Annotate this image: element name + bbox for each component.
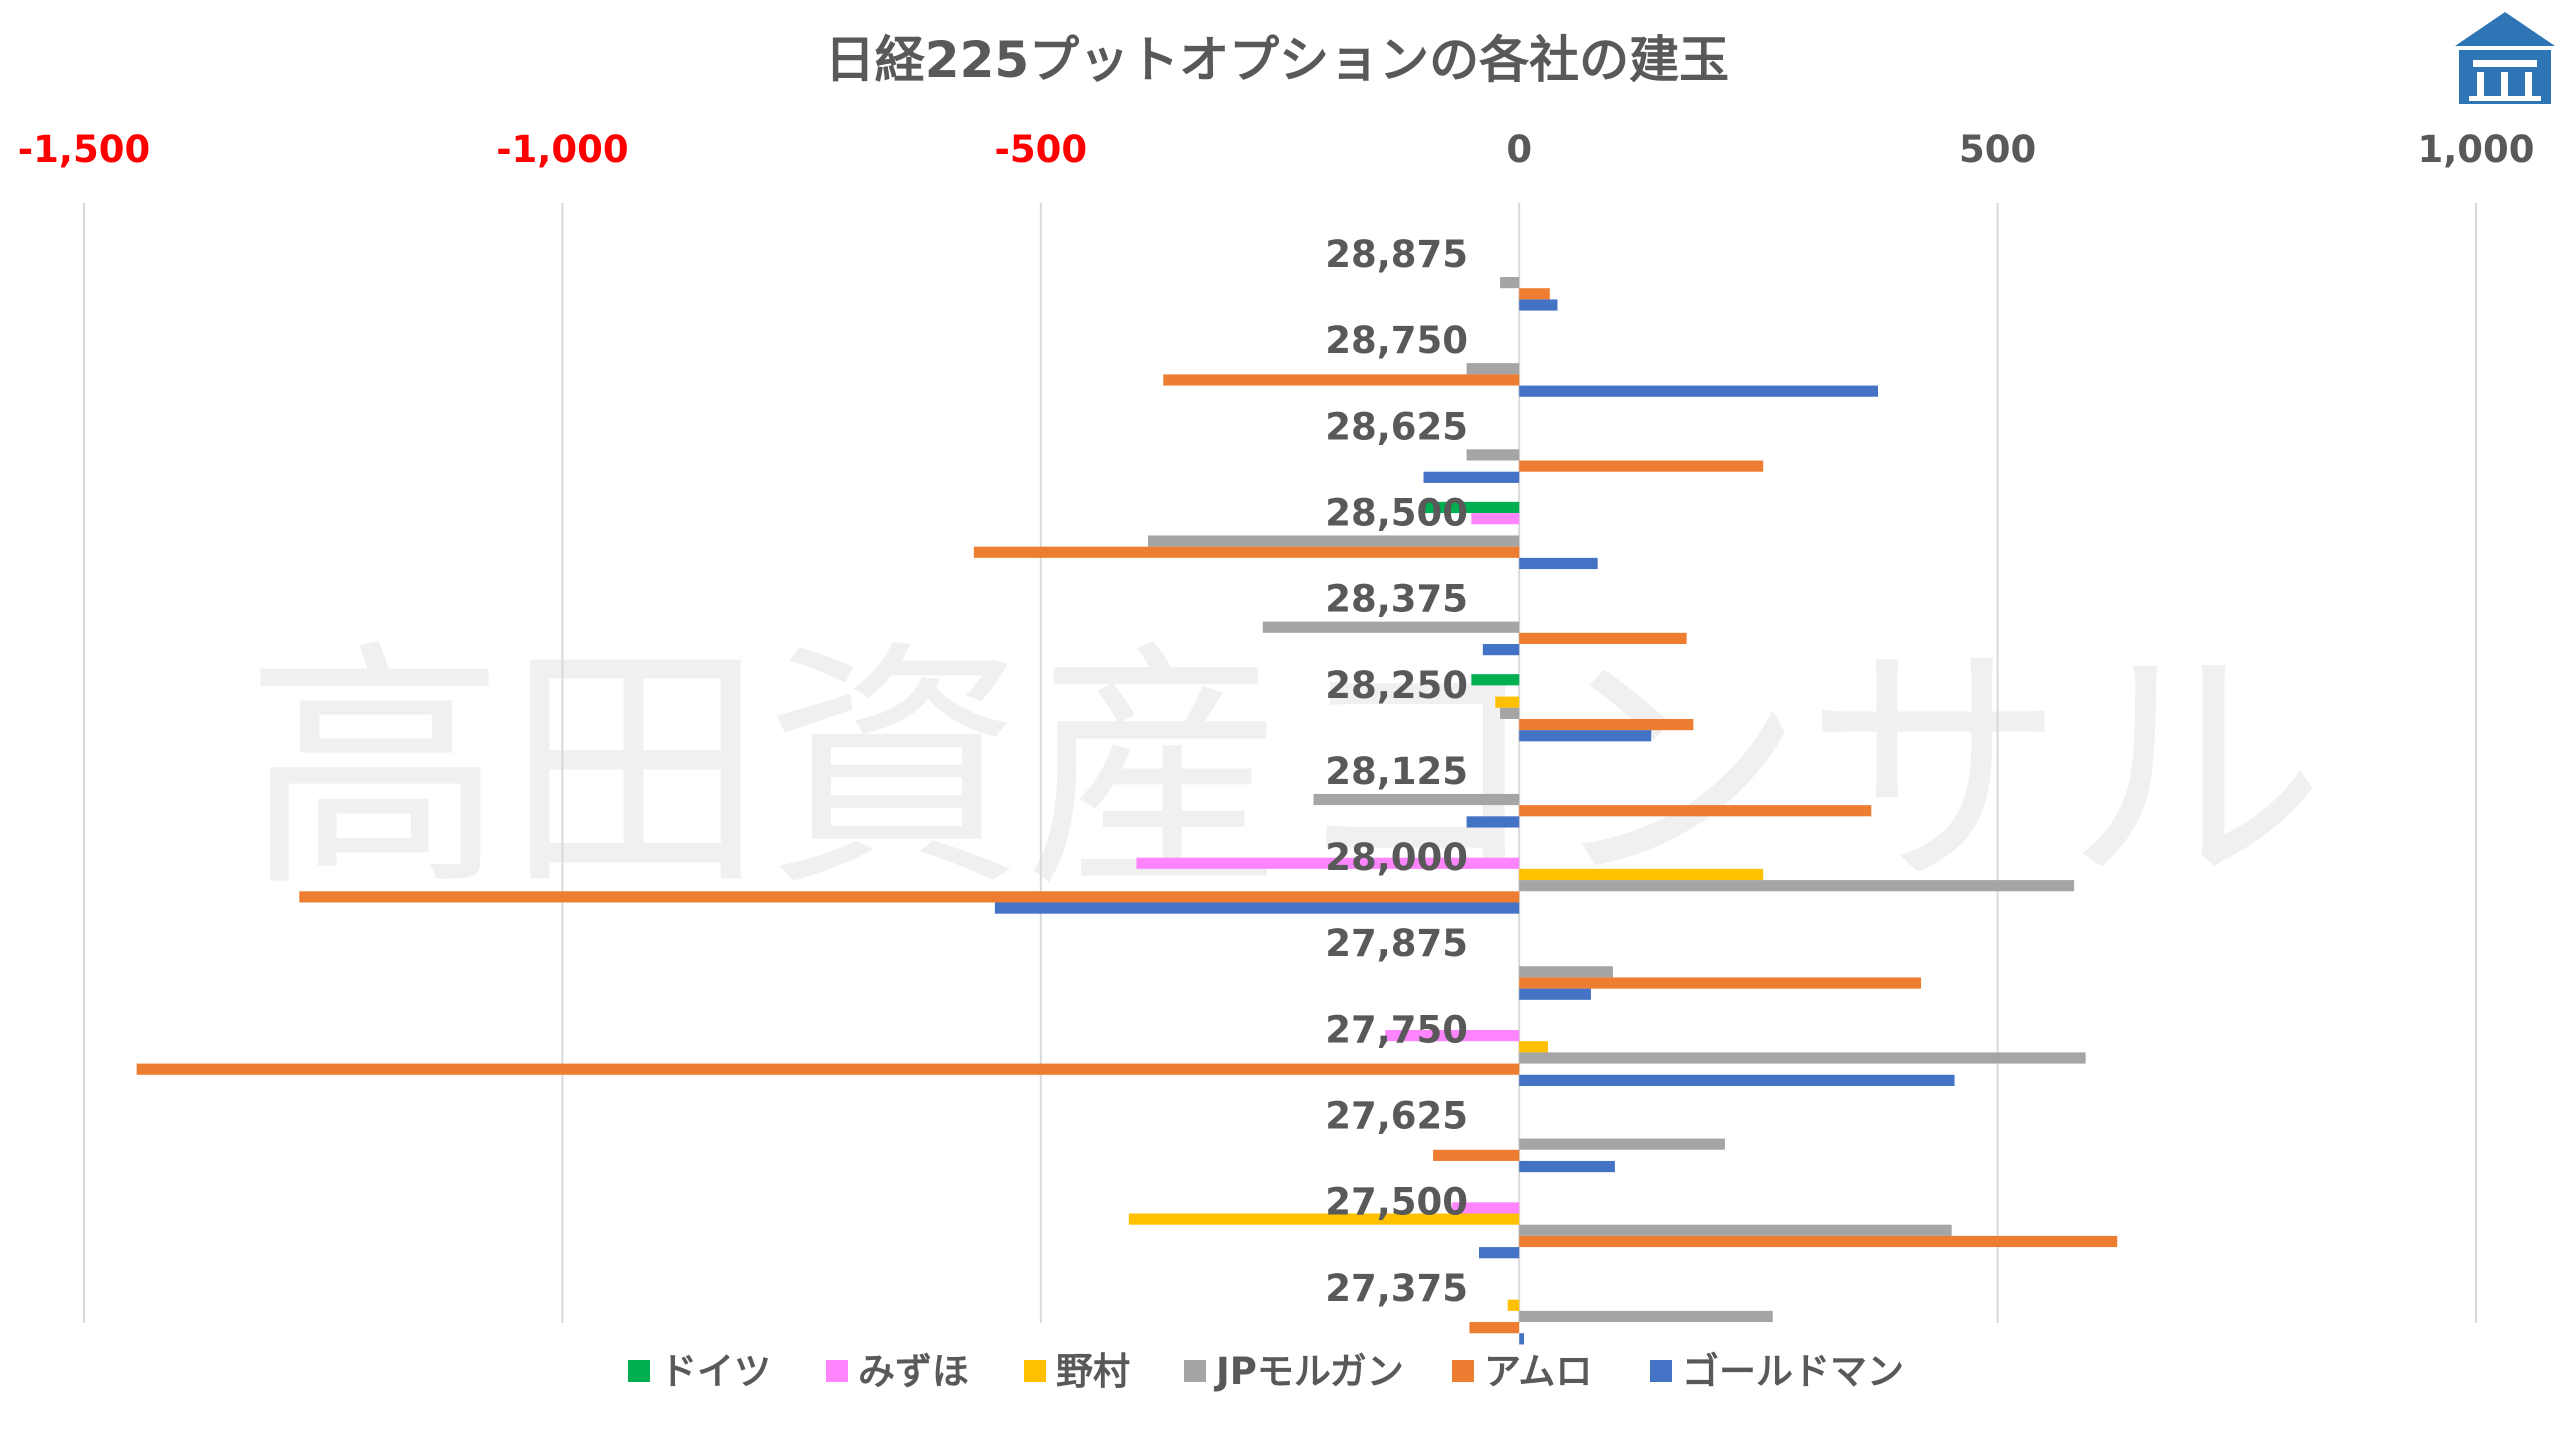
bar bbox=[1519, 557, 1598, 570]
bar bbox=[1519, 632, 1687, 645]
category-label: 27,375 bbox=[1325, 1267, 1468, 1310]
bar bbox=[1507, 1299, 1520, 1311]
bar bbox=[1466, 816, 1520, 828]
bar bbox=[1385, 1029, 1520, 1042]
legend-label: ゴールドマン bbox=[1682, 1350, 1904, 1393]
bar bbox=[1479, 1247, 1520, 1259]
bar bbox=[136, 1063, 1520, 1075]
bar bbox=[1519, 966, 1613, 978]
bar bbox=[1519, 988, 1591, 1000]
category-label: 27,500 bbox=[1325, 1181, 1468, 1224]
bar bbox=[1519, 805, 1872, 817]
bar bbox=[1466, 363, 1520, 375]
bar bbox=[1519, 1074, 1955, 1086]
bar bbox=[1519, 1052, 2086, 1064]
legend-swatch bbox=[826, 1360, 848, 1382]
x-axis-tick-labels: -1,500 -1,000 -500 0 500 1,000 bbox=[18, 128, 2535, 171]
legend-label: 野村 bbox=[1056, 1350, 1130, 1393]
legend-label: アムロ bbox=[1484, 1350, 1592, 1393]
house-logo-icon bbox=[2455, 12, 2555, 104]
category-label: 28,750 bbox=[1325, 319, 1468, 362]
bar bbox=[1519, 460, 1764, 472]
bar bbox=[1519, 1235, 2118, 1248]
x-tick-label: -1,500 bbox=[18, 128, 150, 171]
x-tick-label: 1,000 bbox=[2417, 128, 2534, 171]
bar bbox=[1519, 977, 1922, 989]
x-tick-label: -500 bbox=[995, 128, 1088, 171]
legend-label: みずほ bbox=[858, 1350, 969, 1393]
category-label: 27,875 bbox=[1325, 922, 1468, 965]
bar bbox=[1519, 1310, 1773, 1323]
legend-swatch bbox=[1024, 1360, 1046, 1382]
bar bbox=[1466, 449, 1520, 461]
bar bbox=[1519, 1224, 1952, 1236]
bar bbox=[1452, 1202, 1520, 1214]
category-label: 28,375 bbox=[1325, 578, 1468, 621]
bar bbox=[1519, 288, 1550, 300]
category-label: 28,875 bbox=[1325, 233, 1468, 276]
category-label: 27,625 bbox=[1325, 1095, 1468, 1138]
legend-label: JPモルガン bbox=[1213, 1350, 1404, 1393]
bar bbox=[1471, 513, 1520, 525]
bar bbox=[973, 546, 1520, 558]
bar bbox=[1519, 868, 1764, 881]
bar bbox=[1262, 621, 1520, 633]
bar bbox=[1519, 299, 1558, 311]
bar bbox=[1163, 374, 1520, 386]
bar bbox=[1469, 1322, 1520, 1334]
bar bbox=[1313, 793, 1520, 806]
bar bbox=[1519, 1160, 1615, 1173]
bar bbox=[299, 891, 1520, 903]
bar bbox=[1519, 1041, 1548, 1053]
category-label: 28,000 bbox=[1325, 836, 1468, 879]
bar bbox=[1519, 385, 1878, 397]
legend-swatch bbox=[1650, 1360, 1672, 1382]
bar bbox=[1147, 535, 1520, 547]
bars bbox=[136, 277, 2118, 1345]
bar bbox=[1519, 730, 1652, 742]
legend: ドイツ みずほ 野村 JPモルガン アムロ ゴールドマン bbox=[628, 1350, 1904, 1393]
legend-swatch bbox=[1452, 1360, 1474, 1382]
legend-swatch bbox=[1184, 1360, 1206, 1382]
bar bbox=[994, 902, 1520, 914]
bar bbox=[1500, 277, 1520, 289]
bar bbox=[1423, 501, 1520, 514]
bar bbox=[1519, 718, 1694, 731]
watermark: 高田資産コンサル bbox=[245, 620, 2325, 922]
bar bbox=[1519, 880, 2075, 892]
x-tick-label: 0 bbox=[1506, 128, 1532, 171]
legend-label: ドイツ bbox=[660, 1350, 771, 1393]
bar bbox=[1500, 707, 1520, 719]
bar bbox=[1519, 1333, 1524, 1345]
bar bbox=[1423, 471, 1520, 483]
category-label: 28,250 bbox=[1325, 664, 1468, 707]
category-label: 28,500 bbox=[1325, 491, 1468, 534]
bar bbox=[1128, 1213, 1520, 1225]
legend-swatch bbox=[628, 1360, 650, 1382]
category-label: 28,125 bbox=[1325, 750, 1468, 793]
chart-title: 日経225プットオプションの各社の建玉 bbox=[825, 31, 1729, 89]
bar bbox=[1136, 857, 1520, 869]
bar bbox=[1519, 1138, 1725, 1150]
bar bbox=[1433, 1149, 1520, 1161]
bar bbox=[1471, 674, 1520, 686]
x-tick-label: 500 bbox=[1959, 128, 2036, 171]
x-tick-label: -1,000 bbox=[496, 128, 628, 171]
category-labels: 28,875 28,750 28,625 28,500 28,375 28,250 28,1… bbox=[1325, 233, 1468, 1310]
bar bbox=[1495, 696, 1520, 708]
category-label: 27,750 bbox=[1325, 1008, 1468, 1051]
bar bbox=[1482, 644, 1520, 656]
category-label: 28,625 bbox=[1325, 405, 1468, 448]
